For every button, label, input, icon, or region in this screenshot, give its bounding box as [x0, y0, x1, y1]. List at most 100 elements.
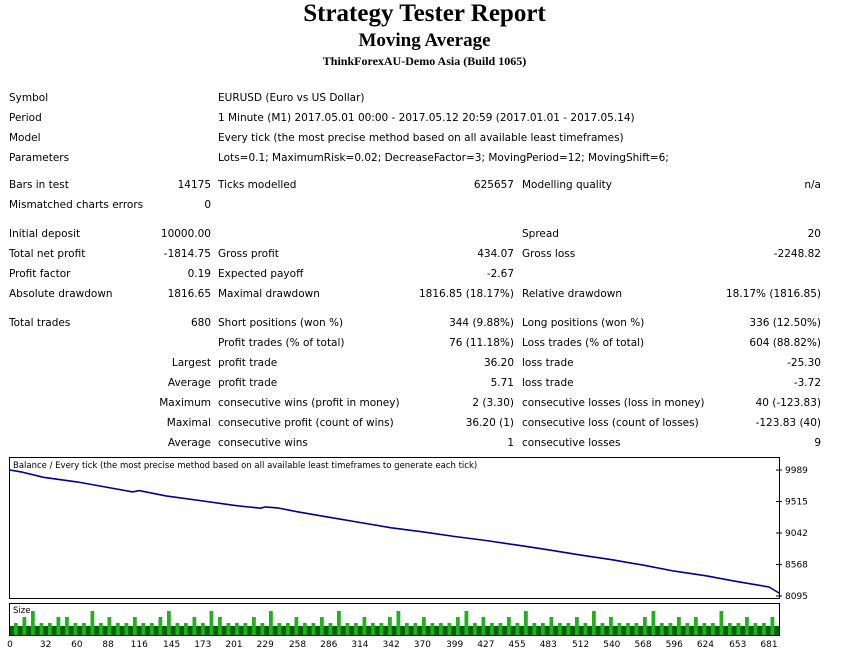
x-tick-label: 201 — [225, 640, 242, 650]
relative-drawdown-value: 18.17% (1816.85) — [726, 288, 821, 300]
size-bar — [651, 611, 656, 635]
server-info: ThinkForexAU-Demo Asia (Build 1065) — [322, 54, 527, 68]
parameters-value: Lots=0.1; MaximumRisk=0.02; DecreaseFact… — [218, 152, 669, 164]
maximal-label: Maximal — [166, 417, 211, 429]
y-tick-label: 8568 — [785, 561, 808, 571]
size-bar — [541, 623, 545, 635]
avg-consec-wins-value: 1 — [507, 437, 514, 449]
largest-profit-label: profit trade — [218, 357, 278, 369]
size-bar — [481, 617, 486, 635]
size-bar — [269, 611, 273, 635]
size-label: Size — [13, 606, 30, 616]
profit-factor-value: 0.19 — [187, 268, 211, 280]
parameters-label: Parameters — [9, 152, 70, 164]
ticks-label: Ticks modelled — [218, 179, 297, 191]
size-bar — [354, 623, 358, 635]
maximum-label: Maximum — [159, 397, 211, 409]
size-bar — [90, 611, 95, 635]
period-label: Period — [9, 112, 42, 124]
maximal-consec-loss-value: -123.83 (40) — [755, 417, 821, 429]
x-tick-label: 596 — [666, 640, 683, 650]
size-bar — [158, 617, 163, 635]
x-tick-label: 0 — [7, 640, 13, 650]
size-bar — [388, 617, 392, 635]
size-bar — [736, 623, 741, 635]
x-tick-label: 258 — [289, 640, 306, 650]
size-bar — [82, 623, 86, 635]
size-bar — [668, 623, 673, 635]
size-bar — [524, 611, 528, 635]
size-bar — [515, 623, 520, 635]
average-profit-value: 5.71 — [490, 377, 514, 389]
average2-label: Average — [167, 437, 211, 449]
x-tick-label: 32 — [40, 640, 51, 650]
model-value: Every tick (the most precise method base… — [218, 132, 624, 144]
size-bar — [184, 623, 188, 635]
size-bar — [294, 617, 299, 635]
max-consec-losses-value: 40 (-123.83) — [755, 397, 821, 409]
max-consec-wins-label: consecutive wins (profit in money) — [218, 397, 400, 409]
average-loss-label: loss trade — [522, 377, 574, 389]
gross-profit-label: Gross profit — [218, 248, 279, 260]
maximal-drawdown-value: 1816.85 (18.17%) — [419, 288, 514, 300]
size-bar — [473, 623, 477, 635]
size-bar — [456, 617, 460, 635]
size-bar — [753, 623, 758, 635]
size-bar — [48, 623, 52, 635]
x-tick-label: 60 — [71, 640, 83, 650]
quality-label: Modelling quality — [522, 179, 612, 191]
x-tick-label: 427 — [477, 640, 494, 650]
size-bar — [464, 611, 469, 635]
y-tick-label: 9989 — [785, 466, 808, 476]
bars-value: 14175 — [177, 179, 211, 191]
max-consec-wins-value: 2 (3.30) — [472, 397, 514, 409]
loss-trades-label: Loss trades (% of total) — [522, 337, 645, 349]
loss-trades-value: 604 (88.82%) — [749, 337, 821, 349]
size-bar — [362, 617, 367, 635]
size-bar — [430, 623, 435, 635]
size-bar — [745, 617, 749, 635]
size-bar — [14, 623, 18, 635]
expert-name: Moving Average — [358, 30, 491, 51]
maximal-drawdown-label: Maximal drawdown — [218, 288, 320, 300]
size-bar — [566, 623, 571, 635]
size-bar — [413, 623, 418, 635]
size-bar — [617, 623, 622, 635]
size-bar — [252, 617, 256, 635]
mismatch-label: Mismatched charts errors — [9, 199, 144, 211]
avg-consec-losses-value: 9 — [814, 437, 821, 449]
avg-consec-wins-label: consecutive wins — [218, 437, 308, 449]
x-tick-label: 483 — [540, 640, 557, 650]
size-bar — [150, 623, 154, 635]
x-tick-label: 173 — [194, 640, 211, 650]
quality-value: n/a — [804, 179, 821, 191]
relative-drawdown-label: Relative drawdown — [522, 288, 623, 300]
size-bar — [31, 611, 35, 635]
symbol-value: EURUSD (Euro vs US Dollar) — [218, 92, 365, 104]
x-tick-label: 568 — [634, 640, 651, 650]
gross-loss-label: Gross loss — [522, 248, 576, 260]
short-positions-value: 344 (9.88%) — [449, 317, 514, 329]
size-bar — [243, 623, 248, 635]
balance-chart: Balance / Every tick (the most precise m… — [7, 457, 808, 650]
size-bar — [660, 623, 664, 635]
size-bar — [583, 623, 588, 635]
size-bar — [634, 623, 639, 635]
size-bar — [643, 617, 647, 635]
size-bar — [694, 617, 698, 635]
size-bar — [702, 623, 707, 635]
largest-label: Largest — [171, 357, 211, 369]
x-tick-label: 145 — [163, 640, 180, 650]
spread-value: 20 — [807, 228, 821, 240]
gross-profit-value: 434.07 — [477, 248, 514, 260]
size-bar — [490, 623, 494, 635]
x-tick-label: 370 — [414, 640, 431, 650]
model-label: Model — [9, 132, 41, 144]
absolute-drawdown-value: 1816.65 — [167, 288, 211, 300]
size-bar — [201, 623, 205, 635]
size-bar — [575, 617, 579, 635]
x-tick-label: 342 — [383, 640, 400, 650]
x-tick-label: 624 — [697, 640, 714, 650]
largest-profit-value: 36.20 — [483, 357, 514, 369]
size-bar — [328, 623, 333, 635]
